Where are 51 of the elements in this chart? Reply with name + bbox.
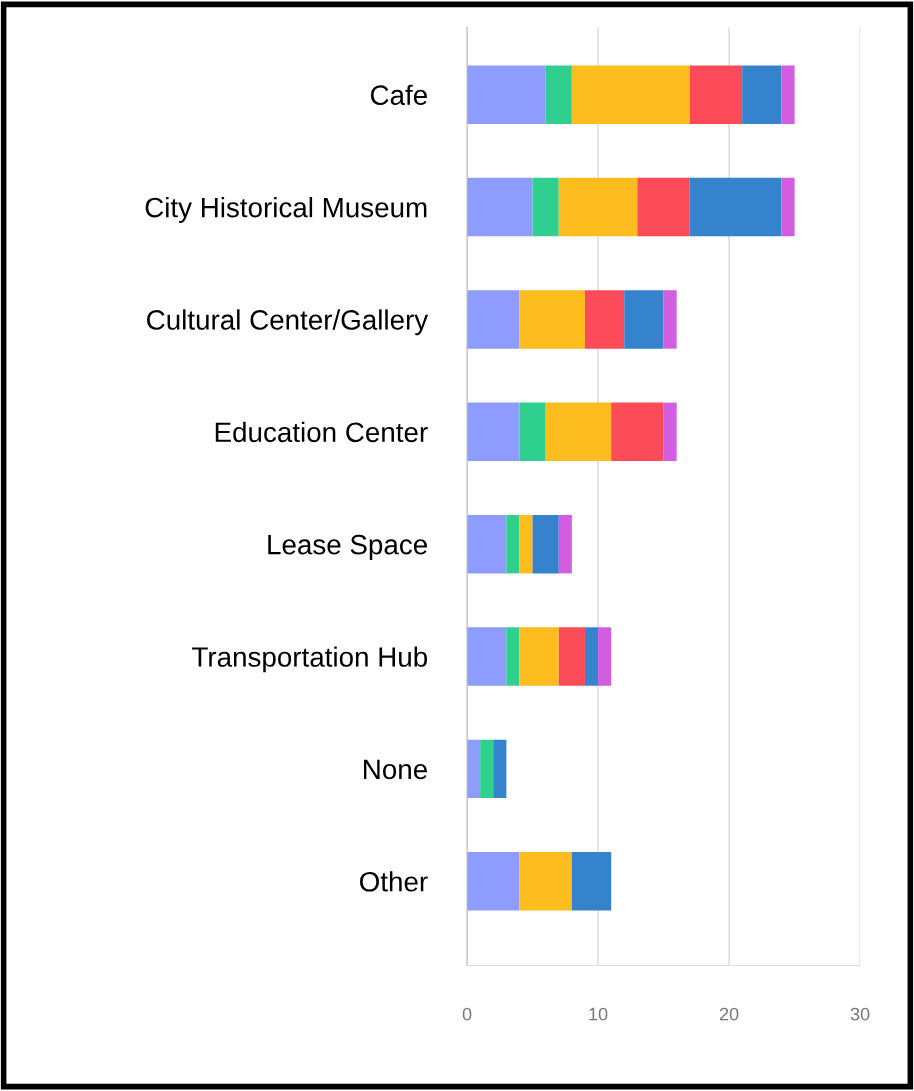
x-tick-label: 0 — [462, 1007, 472, 1021]
bar — [519, 290, 585, 349]
bar — [532, 514, 559, 574]
bar — [571, 852, 612, 911]
bar — [637, 177, 690, 237]
bar — [689, 177, 782, 237]
y-tick-label: City Historical Museum — [145, 197, 427, 223]
bar — [584, 627, 599, 686]
y-tick-label: Cafe — [370, 84, 427, 106]
x-tick-label: 20 — [719, 1007, 739, 1021]
bar — [519, 514, 533, 574]
y-tick-label: Transportation Hub — [192, 646, 428, 673]
bar — [781, 177, 795, 237]
bar — [467, 65, 546, 124]
bar — [598, 627, 612, 686]
bar — [467, 290, 520, 349]
bar — [558, 627, 585, 686]
bar — [689, 65, 743, 124]
bar — [467, 514, 507, 574]
bar — [467, 402, 520, 462]
bar — [611, 402, 664, 462]
bar — [519, 852, 572, 911]
bar — [480, 739, 494, 799]
bar — [532, 177, 559, 237]
y-tick-label: Cultural Center/Gallery — [147, 309, 429, 336]
y-tick-label: Other — [360, 871, 428, 892]
x-tick-label: 10 — [589, 1007, 608, 1021]
bar — [571, 65, 690, 124]
bar — [781, 65, 795, 124]
bar — [506, 627, 520, 686]
bar — [663, 290, 677, 349]
bar — [506, 514, 520, 574]
bar — [467, 177, 533, 237]
bar — [624, 290, 664, 349]
bar — [558, 177, 638, 237]
bar — [519, 627, 559, 686]
y-tick-label: Lease Space — [268, 534, 427, 560]
x-tick-label: 30 — [850, 1007, 870, 1021]
bar — [467, 852, 520, 911]
bar — [584, 290, 625, 349]
bar — [545, 65, 572, 124]
y-tick-label: None — [364, 759, 427, 780]
bar — [742, 65, 782, 124]
bar — [558, 514, 572, 574]
bar — [467, 627, 507, 686]
bar — [519, 402, 546, 462]
bar — [493, 739, 507, 799]
bar — [545, 402, 612, 462]
y-tick-label: Education Center — [215, 421, 428, 443]
bar — [663, 402, 677, 462]
bar — [467, 739, 481, 799]
